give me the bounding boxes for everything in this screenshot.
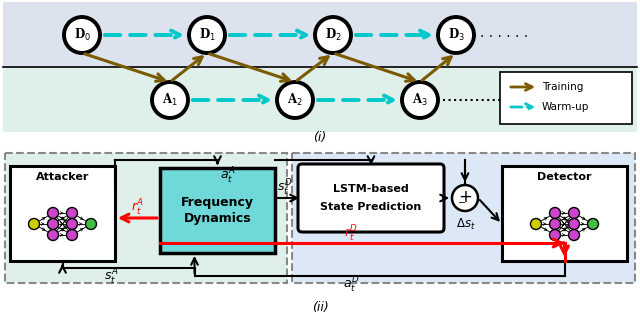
Circle shape	[67, 218, 77, 230]
Circle shape	[86, 218, 97, 230]
Circle shape	[568, 218, 579, 230]
Circle shape	[452, 185, 478, 211]
Text: $\Delta s_t$: $\Delta s_t$	[456, 217, 476, 231]
Circle shape	[189, 17, 225, 53]
FancyBboxPatch shape	[3, 2, 637, 67]
Text: Frequency: Frequency	[181, 196, 254, 209]
Text: $r_t^A$: $r_t^A$	[131, 198, 144, 218]
Circle shape	[47, 230, 58, 241]
Text: D$_0$: D$_0$	[74, 27, 90, 43]
Circle shape	[67, 208, 77, 218]
Circle shape	[568, 208, 579, 218]
Circle shape	[438, 17, 474, 53]
Text: State Prediction: State Prediction	[321, 202, 422, 212]
Text: A$_2$: A$_2$	[287, 92, 303, 108]
Circle shape	[277, 82, 313, 118]
Circle shape	[152, 82, 188, 118]
Circle shape	[550, 218, 561, 230]
Text: A$_3$: A$_3$	[412, 92, 428, 108]
Circle shape	[550, 230, 561, 241]
Circle shape	[315, 17, 351, 53]
Text: Dynamics: Dynamics	[184, 212, 252, 225]
Text: $r_t^D$: $r_t^D$	[344, 224, 358, 244]
Circle shape	[402, 82, 438, 118]
Circle shape	[568, 230, 579, 241]
Text: LSTM-based: LSTM-based	[333, 184, 409, 194]
Text: $s_t^D$: $s_t^D$	[277, 178, 292, 198]
Text: Training: Training	[542, 82, 584, 92]
Text: · · · · · ·: · · · · · ·	[480, 30, 528, 44]
Circle shape	[29, 218, 40, 230]
Text: (ii): (ii)	[312, 301, 328, 314]
Text: (i): (i)	[314, 132, 326, 145]
Circle shape	[47, 218, 58, 230]
FancyBboxPatch shape	[3, 67, 637, 132]
Text: $s_t^A$: $s_t^A$	[104, 267, 118, 287]
Text: A$_1$: A$_1$	[162, 92, 178, 108]
FancyBboxPatch shape	[500, 72, 632, 124]
FancyBboxPatch shape	[292, 153, 635, 283]
Text: −: −	[458, 198, 466, 208]
Text: Warm-up: Warm-up	[542, 102, 589, 112]
Circle shape	[67, 230, 77, 241]
Circle shape	[531, 218, 541, 230]
Text: Detector: Detector	[537, 172, 592, 182]
FancyBboxPatch shape	[160, 168, 275, 253]
Text: D$_3$: D$_3$	[447, 27, 465, 43]
Text: $a_t^D$: $a_t^D$	[343, 275, 359, 295]
FancyBboxPatch shape	[5, 153, 287, 283]
Text: D$_2$: D$_2$	[324, 27, 341, 43]
FancyBboxPatch shape	[298, 164, 444, 232]
Text: +: +	[458, 188, 472, 206]
Circle shape	[64, 17, 100, 53]
Circle shape	[550, 208, 561, 218]
Text: $a_t^A$: $a_t^A$	[221, 166, 236, 186]
Circle shape	[47, 208, 58, 218]
FancyBboxPatch shape	[10, 166, 115, 261]
FancyBboxPatch shape	[502, 166, 627, 261]
Text: D$_1$: D$_1$	[198, 27, 216, 43]
Circle shape	[588, 218, 598, 230]
Text: Attacker: Attacker	[36, 172, 89, 182]
